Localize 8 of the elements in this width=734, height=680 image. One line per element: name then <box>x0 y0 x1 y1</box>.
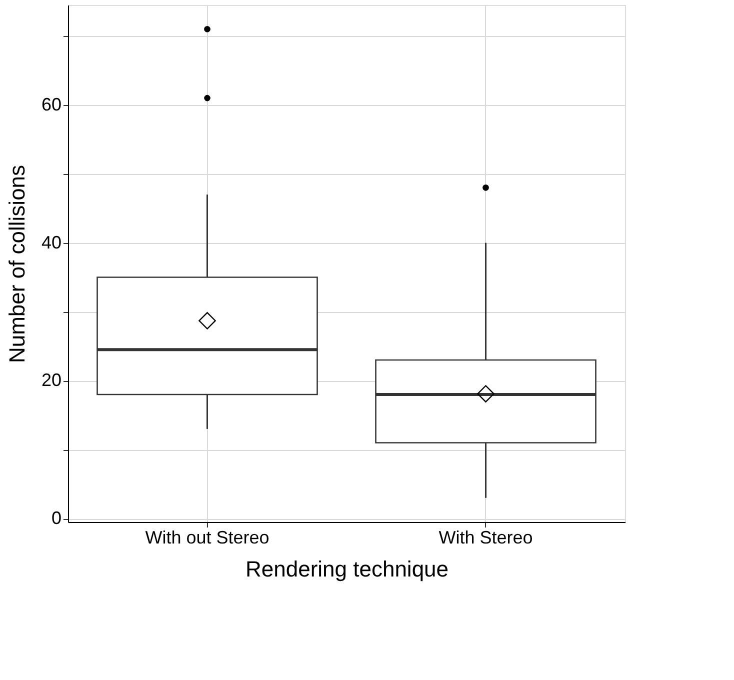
x-tick-label: With out Stereo <box>145 528 270 548</box>
y-axis-title: Number of collisions <box>4 164 30 364</box>
y-tick-label: 40 <box>41 232 62 252</box>
y-tick-label: 0 <box>51 508 62 528</box>
x-axis-title: Rendering technique <box>245 556 449 582</box>
y-tick-label: 60 <box>41 94 62 114</box>
y-tick-label: 20 <box>41 370 62 390</box>
x-tick-label: With Stereo <box>438 528 533 548</box>
